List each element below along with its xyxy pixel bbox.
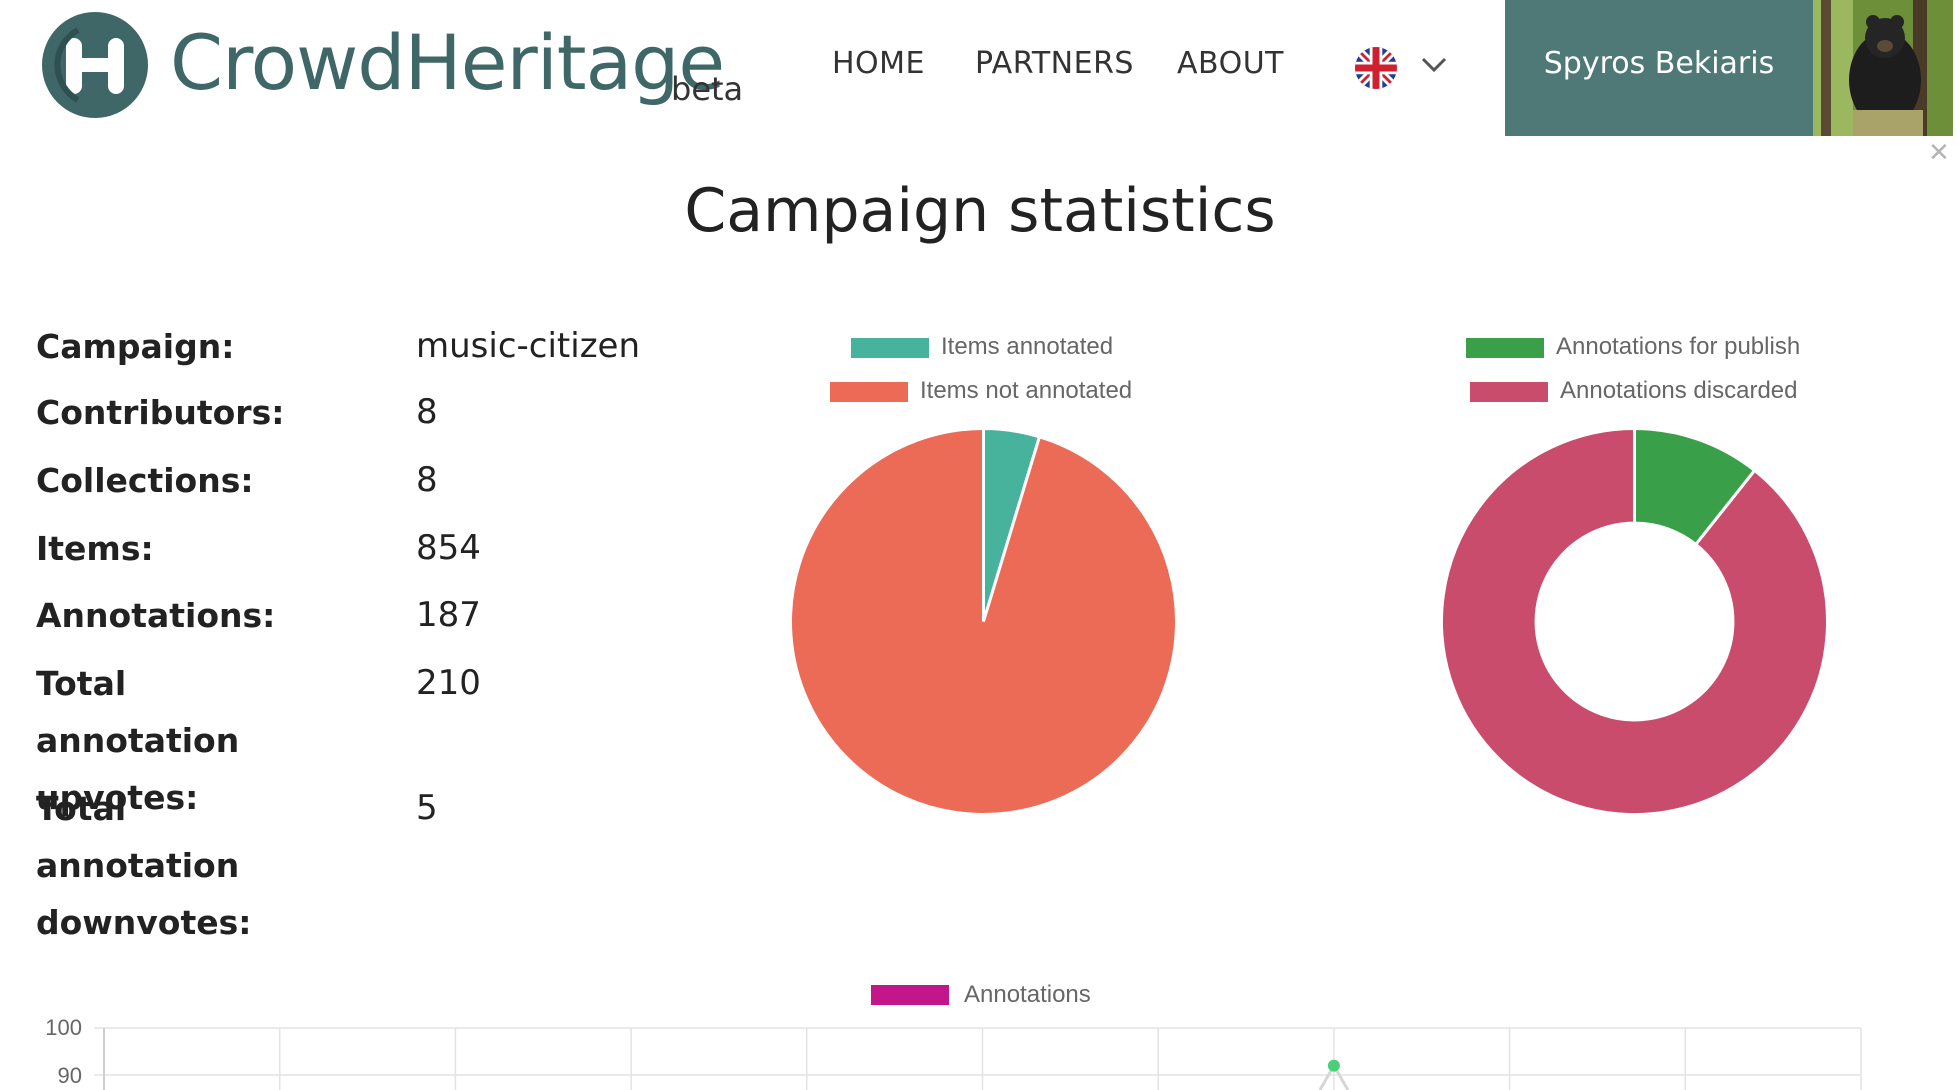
legend-swatch-annotations[interactable] <box>871 985 949 1005</box>
items-pie-chart[interactable] <box>786 424 1181 819</box>
legend-annotations[interactable]: Annotations <box>964 981 1091 1008</box>
legend-items-annotated[interactable]: Items annotated <box>941 333 1114 360</box>
legend-annotations-publish[interactable]: Annotations for publish <box>1556 333 1801 360</box>
stat-label-items: Items: <box>36 529 154 568</box>
legend-swatch-annotations-discarded[interactable] <box>1470 382 1548 402</box>
nav-partners[interactable]: PARTNERS <box>975 46 1134 81</box>
y-tick-100: 100 <box>45 1015 82 1040</box>
stat-label-upvotes: Total annotation upvotes: <box>36 664 240 817</box>
uk-flag-icon[interactable] <box>1355 47 1397 89</box>
legend-items-not-annotated[interactable]: Items not annotated <box>920 377 1133 404</box>
site-header: CrowdHeritage beta HOME PARTNERS ABOUT S… <box>0 0 1960 136</box>
stat-label-campaign: Campaign: <box>36 327 235 366</box>
stat-value-campaign: music-citizen <box>416 326 641 366</box>
legend-swatch-items-annotated[interactable] <box>851 338 929 358</box>
crowdheritage-logo[interactable] <box>40 10 150 120</box>
nav-home[interactable]: HOME <box>832 46 926 81</box>
stat-label-annotations: Annotations: <box>36 596 276 635</box>
stat-label-collections: Collections: <box>36 461 254 500</box>
chevron-down-icon[interactable] <box>1420 56 1448 74</box>
donut-slice-annotations-discarded[interactable] <box>1440 426 1829 816</box>
legend-swatch-items-not-annotated[interactable] <box>830 382 908 402</box>
annotations-doughnut-chart[interactable] <box>1437 424 1832 819</box>
stat-value-items: 854 <box>416 528 481 568</box>
brand-name[interactable]: CrowdHeritage <box>170 18 725 107</box>
close-icon[interactable]: ✕ <box>1928 138 1950 168</box>
y-tick-90: 90 <box>57 1063 82 1088</box>
legend-swatch-annotations-publish[interactable] <box>1466 338 1544 358</box>
stat-value-collections: 8 <box>416 460 438 500</box>
user-menu[interactable]: Spyros Bekiaris <box>1505 0 1813 136</box>
annotations-line-chart[interactable] <box>0 1010 1960 1090</box>
user-avatar[interactable] <box>1813 0 1953 136</box>
legend-annotations-discarded[interactable]: Annotations discarded <box>1560 377 1798 404</box>
user-name[interactable]: Spyros Bekiaris <box>1543 46 1775 81</box>
stat-value-downvotes: 5 <box>416 788 438 828</box>
page-title: Campaign statistics <box>684 176 1276 246</box>
stat-value-upvotes: 210 <box>416 663 481 703</box>
pie-slice-items-not-annotated[interactable] <box>789 426 1178 816</box>
stat-label-contributors: Contributors: <box>36 393 285 432</box>
stat-value-contributors: 8 <box>416 392 438 432</box>
data-point[interactable] <box>1327 1059 1340 1072</box>
beta-label: beta <box>671 70 744 108</box>
stat-value-annotations: 187 <box>416 595 481 635</box>
stat-label-downvotes: Total annotation downvotes: <box>36 789 252 942</box>
nav-about[interactable]: ABOUT <box>1177 46 1284 81</box>
